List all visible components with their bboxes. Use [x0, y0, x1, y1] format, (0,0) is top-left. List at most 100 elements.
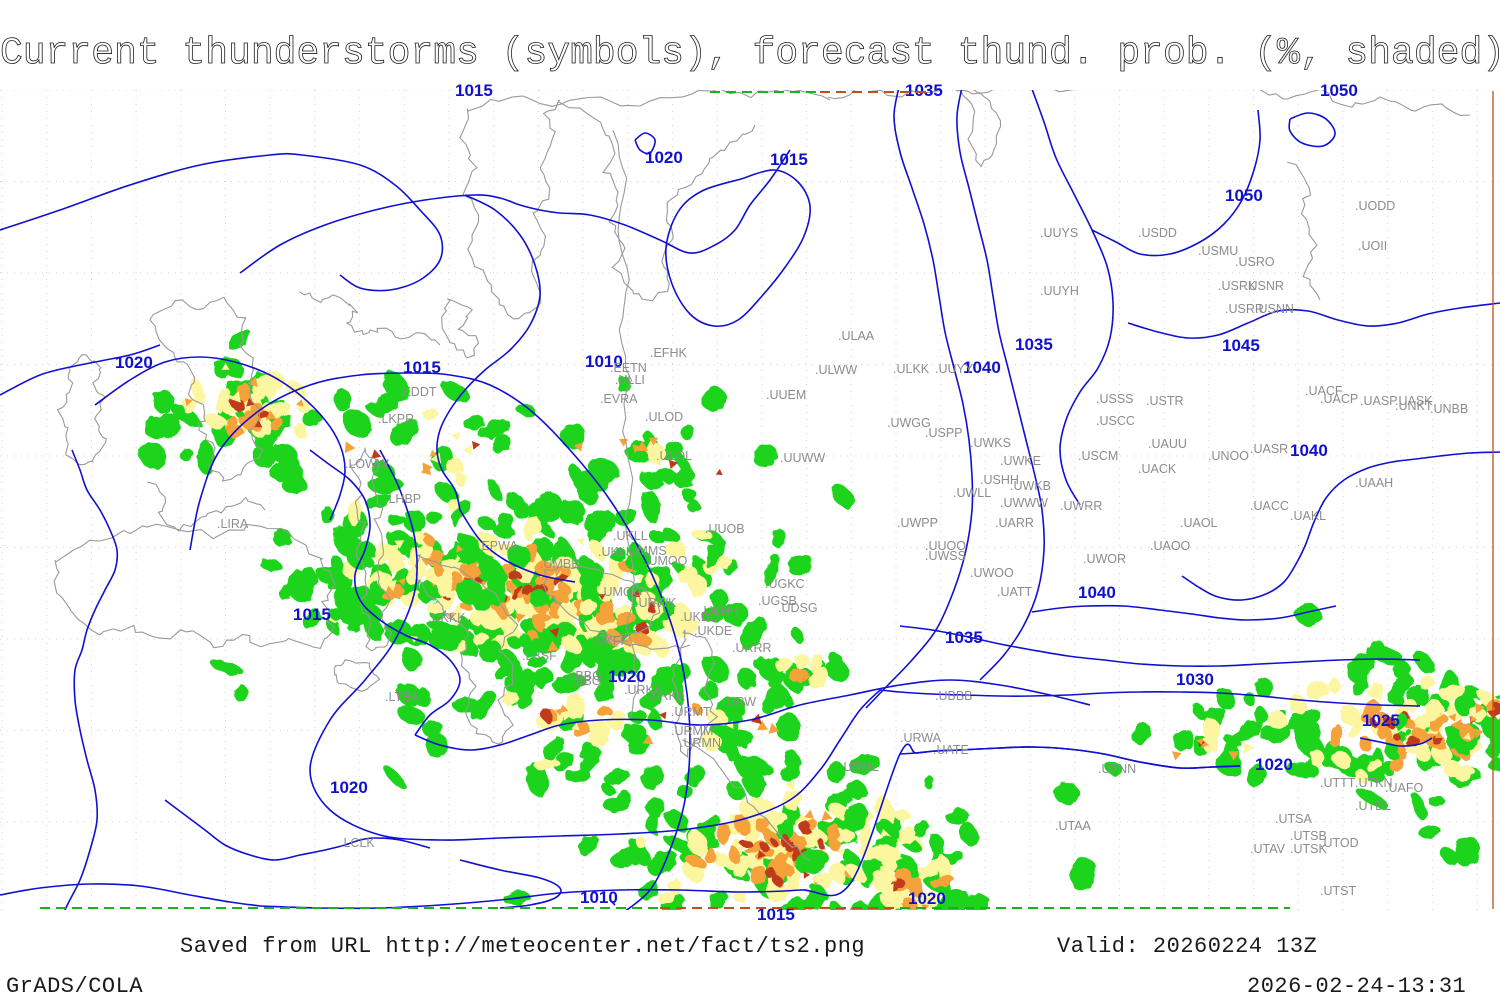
svg-text:.EDDT: .EDDT — [399, 385, 437, 399]
svg-text:.UWOR: .UWOR — [1083, 552, 1126, 566]
svg-text:1050: 1050 — [1225, 186, 1263, 205]
svg-text:1020: 1020 — [330, 778, 368, 797]
svg-text:.LHBP: .LHBP — [385, 492, 421, 506]
svg-text:.URMN: .URMN — [680, 736, 721, 750]
svg-text:.UBBB: .UBBB — [935, 689, 973, 703]
svg-text:1020: 1020 — [908, 889, 946, 908]
svg-text:.UOII: .UOII — [1358, 239, 1387, 253]
svg-text:.UTTT: .UTTT — [1320, 776, 1356, 790]
svg-text:.UACP: .UACP — [1320, 392, 1358, 406]
svg-text:.UDSG: .UDSG — [778, 601, 818, 615]
svg-text:.UAOL: .UAOL — [1180, 516, 1218, 530]
svg-text:1015: 1015 — [293, 605, 331, 624]
svg-text:.UTSA: .UTSA — [1275, 812, 1312, 826]
svg-text:1045: 1045 — [1222, 336, 1260, 355]
svg-text:.UATT: .UATT — [997, 585, 1033, 599]
svg-text:.UKKK: .UKKK — [428, 611, 466, 625]
svg-text:.UAFO: .UAFO — [1385, 781, 1423, 795]
svg-text:.UAAH: .UAAH — [1355, 476, 1393, 490]
svg-text:.URMT: .URMT — [671, 705, 711, 719]
svg-text:.LIRA: .LIRA — [217, 517, 249, 531]
svg-text:.UGKC: .UGKC — [765, 577, 805, 591]
svg-text:.UASP: .UASP — [1360, 394, 1398, 408]
svg-text:.UMOO: .UMOO — [645, 554, 688, 568]
svg-text:.USTR: .USTR — [1146, 394, 1184, 408]
svg-text:.UKLI: .UKLI — [598, 545, 629, 559]
svg-text:.USNR: .USNR — [1245, 279, 1284, 293]
svg-text:.UAKL: .UAKL — [1290, 509, 1326, 523]
svg-text:1010: 1010 — [580, 888, 618, 907]
svg-text:1030: 1030 — [1176, 670, 1214, 689]
svg-text:.UAOO: .UAOO — [1150, 539, 1191, 553]
svg-text:.UATE: .UATE — [933, 743, 969, 757]
svg-text:.UTNN: .UTNN — [1098, 762, 1136, 776]
svg-text:.UUEM: .UUEM — [766, 388, 806, 402]
svg-text:.UACC: .UACC — [1250, 499, 1289, 513]
svg-text:.UWPP: .UWPP — [897, 516, 938, 530]
svg-text:.UAUU: .UAUU — [1148, 437, 1187, 451]
svg-text:.USCM: .USCM — [1078, 449, 1118, 463]
svg-text:.USDD: .USDD — [1138, 226, 1177, 240]
svg-text:.URML: .URML — [840, 760, 879, 774]
svg-text:.LBSF: .LBSF — [522, 649, 557, 663]
svg-text:.ULOD: .ULOD — [645, 410, 683, 424]
svg-text:.UWRR: .UWRR — [1060, 499, 1102, 513]
svg-text:.ULAA: .ULAA — [838, 329, 875, 343]
svg-text:.LOWW: .LOWW — [345, 457, 389, 471]
svg-text:.EPWA: .EPWA — [478, 539, 518, 553]
svg-text:.ULWW: .ULWW — [815, 363, 857, 377]
svg-text:.UTAA: .UTAA — [1055, 819, 1092, 833]
svg-text:.URRR: .URRR — [732, 641, 772, 655]
svg-text:.ULLI: .ULLI — [615, 373, 645, 387]
svg-text:.UUOB: .UUOB — [705, 522, 745, 536]
svg-text:.UWWW: .UWWW — [1000, 496, 1048, 510]
svg-text:.UUYY: .UUYY — [935, 362, 974, 376]
svg-text:1020: 1020 — [645, 148, 683, 167]
svg-text:.UTDL: .UTDL — [1355, 799, 1391, 813]
svg-text:.USRO: .USRO — [1235, 255, 1275, 269]
svg-text:.UKFF: .UKFF — [592, 634, 628, 648]
svg-text:.UUYS: .UUYS — [1040, 226, 1078, 240]
svg-text:.UNKT: .UNKT — [1395, 399, 1433, 413]
svg-text:.UWOO: .UWOO — [970, 566, 1014, 580]
svg-text:.EFHK: .EFHK — [650, 346, 687, 360]
svg-text:.UWLL: .UWLL — [953, 486, 991, 500]
svg-text:.USSS: .USSS — [1096, 392, 1134, 406]
svg-text:1015: 1015 — [403, 358, 441, 377]
svg-text:1035: 1035 — [1015, 335, 1053, 354]
svg-text:.UWKS: .UWKS — [970, 436, 1011, 450]
svg-text:.LKPR: .LKPR — [378, 412, 414, 426]
svg-text:.UWKE: .UWKE — [1000, 454, 1041, 468]
svg-text:.UASR: .UASR — [1250, 442, 1288, 456]
svg-text:.UKHH: .UKHH — [700, 604, 739, 618]
svg-text:1035: 1035 — [945, 628, 983, 647]
svg-text:.UARR: .UARR — [995, 516, 1034, 530]
svg-text:.USCC: .USCC — [1096, 414, 1135, 428]
svg-text:.UNOO: .UNOO — [1208, 449, 1249, 463]
svg-text:.UTOD: .UTOD — [1320, 836, 1359, 850]
svg-text:1025: 1025 — [1362, 711, 1400, 730]
svg-text:.USHH: .USHH — [980, 473, 1019, 487]
svg-text:1015: 1015 — [770, 150, 808, 169]
svg-text:.UTAV: .UTAV — [1250, 842, 1286, 856]
svg-text:.URW: .URW — [723, 695, 756, 709]
svg-text:.UNBB: .UNBB — [1430, 402, 1468, 416]
svg-text:.USMU: .USMU — [1198, 244, 1238, 258]
svg-text:.LTBA: .LTBA — [385, 690, 419, 704]
svg-text:.UMBB: .UMBB — [540, 557, 580, 571]
svg-text:1020: 1020 — [115, 353, 153, 372]
svg-text:.LBBG: .LBBG — [565, 669, 602, 683]
svg-text:.UKDE: .UKDE — [694, 624, 732, 638]
svg-text:.UODD: .UODD — [1355, 199, 1395, 213]
svg-text:.UUWW: .UUWW — [780, 451, 825, 465]
svg-text:.URKA: .URKA — [624, 683, 663, 697]
svg-text:.UKLL: .UKLL — [613, 529, 648, 543]
svg-text:.UTST: .UTST — [1320, 884, 1356, 898]
svg-text:Current thunderstorms (symbols: Current thunderstorms (symbols), forecas… — [0, 32, 1500, 75]
svg-text:1040: 1040 — [1078, 583, 1116, 602]
svg-text:.LCLK: .LCLK — [340, 836, 375, 850]
svg-text:.ULOL: .ULOL — [656, 449, 692, 463]
svg-text:1020: 1020 — [1255, 755, 1293, 774]
svg-text:.EETN: .EETN — [610, 361, 647, 375]
svg-text:.USPP: .USPP — [925, 426, 963, 440]
